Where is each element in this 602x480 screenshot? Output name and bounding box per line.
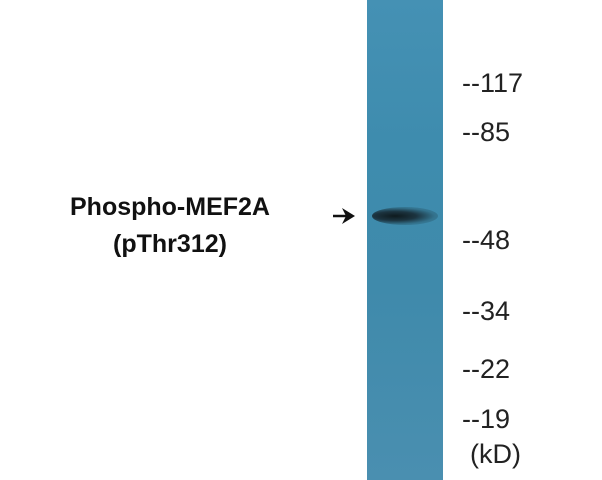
protein-name: Phospho-MEF2A: [70, 193, 270, 221]
blot-lane: [367, 0, 443, 480]
marker-19: --19: [462, 404, 511, 434]
marker-22: --22: [462, 354, 511, 384]
marker-48: --48: [462, 225, 511, 255]
marker-34: --34: [462, 296, 511, 326]
unit-label: (kD): [470, 439, 521, 469]
marker-117: --117: [462, 68, 524, 98]
marker-85: --85: [462, 117, 511, 147]
arrow-right-icon: [333, 208, 355, 224]
protein-band: [372, 207, 438, 225]
phospho-site: (pThr312): [113, 230, 227, 258]
